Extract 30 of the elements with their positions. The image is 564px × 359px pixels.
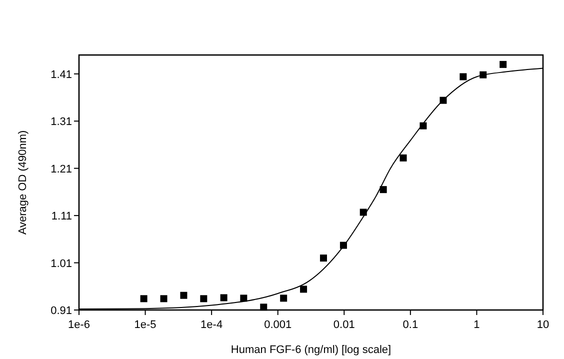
x-tick-label: 1e-6 bbox=[68, 319, 90, 331]
x-tick-label: 1e-4 bbox=[200, 319, 223, 331]
point bbox=[500, 60, 507, 68]
x-tick-label: 1e-5 bbox=[134, 319, 156, 331]
x-tick-label: 0.01 bbox=[333, 319, 355, 331]
x-tick-label: 0.1 bbox=[402, 319, 418, 331]
y-tick-label: 0.91 bbox=[50, 305, 72, 317]
x-tick-label: 0.001 bbox=[264, 319, 292, 331]
point bbox=[320, 254, 327, 262]
x-tick-label: 1 bbox=[474, 319, 480, 331]
point bbox=[220, 294, 228, 302]
y-axis-title: Average OD (490nm) bbox=[17, 130, 29, 235]
point bbox=[260, 304, 268, 311]
point bbox=[200, 295, 208, 302]
y-tick-label: 1.41 bbox=[50, 68, 72, 81]
point bbox=[460, 73, 467, 80]
point bbox=[140, 295, 148, 302]
y-tick-label: 1.31 bbox=[50, 116, 72, 128]
y-tick-label: 1.21 bbox=[50, 163, 72, 176]
point bbox=[240, 294, 248, 302]
point bbox=[280, 294, 288, 302]
y-tick-label: 1.01 bbox=[50, 258, 72, 270]
point bbox=[160, 295, 168, 302]
point bbox=[400, 154, 407, 162]
x-tick-label: 10 bbox=[536, 319, 550, 331]
point bbox=[380, 186, 387, 194]
point bbox=[180, 292, 188, 299]
x-axis-title: Human FGF-6 (ng/ml) [log scale] bbox=[230, 344, 392, 356]
point bbox=[300, 286, 308, 293]
y-tick-label: 1.11 bbox=[51, 210, 72, 223]
